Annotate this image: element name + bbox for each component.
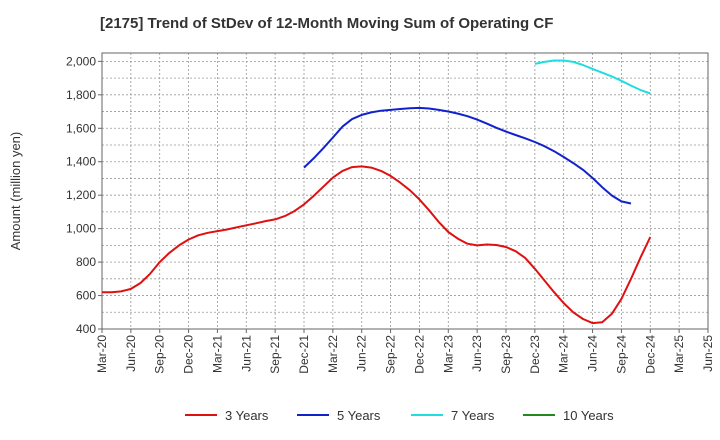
x-tick-label: Jun-25 bbox=[701, 335, 715, 372]
x-tick-label: Sep-21 bbox=[268, 335, 282, 374]
series-line-7-years bbox=[534, 59, 651, 95]
y-tick-label: 400 bbox=[76, 322, 96, 336]
series-line-3-years bbox=[102, 165, 652, 325]
x-tick-label: Dec-23 bbox=[528, 335, 542, 374]
x-tick-label: Mar-24 bbox=[557, 335, 571, 373]
x-tick-label: Jun-22 bbox=[355, 335, 369, 372]
y-tick-label: 1,600 bbox=[66, 121, 96, 135]
x-tick-label: Sep-22 bbox=[384, 335, 398, 374]
x-tick-label: Mar-20 bbox=[95, 335, 109, 373]
x-tick-label: Mar-22 bbox=[326, 335, 340, 373]
y-tick-label: 600 bbox=[76, 289, 96, 303]
legend-label: 7 Years bbox=[451, 408, 495, 423]
y-tick-label: 800 bbox=[76, 255, 96, 269]
x-tick-label: Sep-24 bbox=[614, 335, 628, 374]
x-tick-label: Jun-20 bbox=[124, 335, 138, 372]
plot-frame bbox=[101, 52, 709, 330]
x-tick-labels: Mar-20 Jun-20 Sep-20 Dec-20 Mar-21 Jun-21 Sep-… bbox=[95, 329, 715, 374]
x-tick-label: Dec-24 bbox=[643, 335, 657, 374]
legend-label: 5 Years bbox=[337, 408, 381, 423]
x-tick-label: Dec-21 bbox=[297, 335, 311, 374]
y-tick-labels: 400 600 800 1,000 1,200 1,400 1,600 1,800 2,000 bbox=[66, 54, 102, 336]
x-tick-label: Sep-20 bbox=[153, 335, 167, 374]
y-tick-label: 1,000 bbox=[66, 222, 96, 236]
x-tick-label: Mar-21 bbox=[210, 335, 224, 373]
legend-label: 3 Years bbox=[225, 408, 269, 423]
legend: 3 Years 5 Years 7 Years 10 Years bbox=[185, 408, 614, 423]
series-line-5-years bbox=[303, 106, 632, 205]
chart-title: [2175] Trend of StDev of 12-Month Moving… bbox=[100, 15, 553, 32]
y-tick-label: 1,200 bbox=[66, 188, 96, 202]
legend-label: 10 Years bbox=[563, 408, 614, 423]
grid bbox=[101, 53, 709, 330]
x-tick-label: Sep-23 bbox=[499, 335, 513, 374]
x-tick-label: Dec-22 bbox=[412, 335, 426, 374]
y-axis-label: Amount (million yen) bbox=[8, 132, 23, 251]
x-tick-label: Dec-20 bbox=[182, 335, 196, 374]
x-tick-label: Jun-24 bbox=[586, 335, 600, 372]
series-layer bbox=[102, 59, 652, 325]
y-tick-label: 2,000 bbox=[66, 54, 96, 68]
y-tick-label: 1,800 bbox=[66, 88, 96, 102]
x-tick-label: Jun-23 bbox=[470, 335, 484, 372]
x-tick-label: Jun-21 bbox=[239, 335, 253, 372]
x-tick-label: Mar-25 bbox=[672, 335, 686, 373]
y-tick-label: 1,400 bbox=[66, 155, 96, 169]
x-tick-label: Mar-23 bbox=[441, 335, 455, 373]
